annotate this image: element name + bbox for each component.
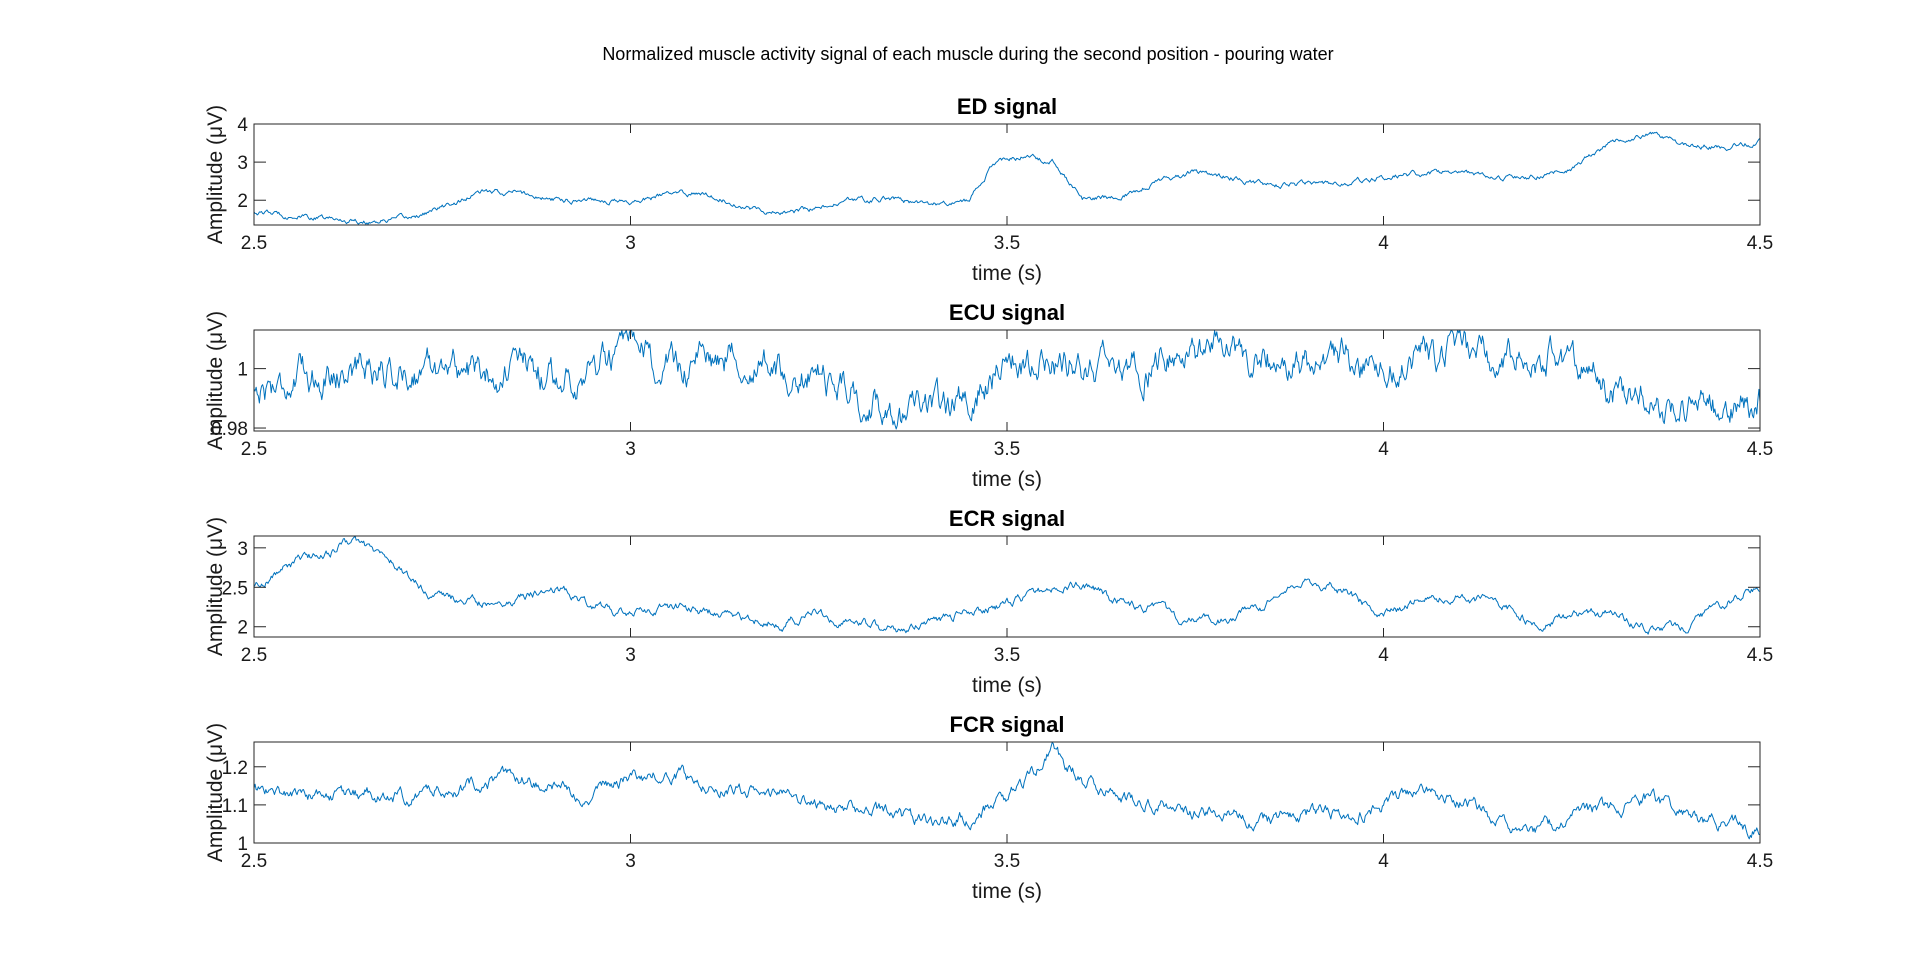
x-tick-label: 4 [1378,439,1389,460]
signal-line [253,741,1760,840]
y-tick-label: 1.2 [222,758,248,779]
x-axis-label: time (s) [972,880,1042,903]
x-tick-label: 2.5 [241,439,267,460]
x-axis-label: time (s) [972,674,1042,697]
subplot-title: FCR signal [950,712,1065,737]
x-tick-label: 4.5 [1747,439,1773,460]
y-tick-label: 1 [237,360,248,381]
x-tick-label: 4.5 [1747,851,1773,872]
subplot-ed: ED signal 2.5 3 3.5 4 4.5 2 3 4 time (s) Amplitude… [204,94,1773,285]
x-tick-label: 3 [625,233,636,254]
x-tick-label: 3.5 [994,851,1020,872]
x-tick-label: 3 [625,851,636,872]
x-tick-label: 4.5 [1747,645,1773,666]
y-tick-label: 0.98 [211,419,248,440]
x-axis-label: time (s) [972,262,1042,285]
y-axis-label: Amplitude (μV) [204,105,227,244]
y-tick-label: 4 [237,115,248,136]
x-tick-label: 4.5 [1747,233,1773,254]
subplot-title: ED signal [957,94,1057,119]
subplot-ecr: ECR signal 2.5 3 3.5 4 4.5 2 2.5 3 time (s) Amplit… [204,506,1773,697]
y-axis-label: Amplitude (μV) [204,517,227,656]
y-tick-label: 2.5 [222,578,248,599]
x-tick-label: 3.5 [994,233,1020,254]
y-tick-label: 3 [237,539,248,560]
y-tick-label: 1 [237,834,248,855]
y-tick-label: 3 [237,153,248,174]
x-tick-label: 2.5 [241,233,267,254]
x-tick-label: 3 [625,439,636,460]
figure-suptitle: Normalized muscle activity signal of eac… [602,44,1333,64]
subplot-ecu: ECU signal 2.5 3 3.5 4 4.5 0.98 1 time (s) Amplit… [204,300,1773,491]
subplot-title: ECU signal [949,300,1065,325]
signal-line [253,329,1761,430]
signal-line [253,535,1761,635]
x-tick-label: 3.5 [994,645,1020,666]
x-tick-label: 2.5 [241,645,267,666]
x-tick-label: 3 [625,645,636,666]
signal-line [253,131,1761,225]
x-tick-label: 2.5 [241,851,267,872]
y-tick-label: 1.1 [222,796,248,817]
y-axis-label: Amplitude (μV) [204,311,227,450]
subplot-title: ECR signal [949,506,1065,531]
y-tick-label: 2 [237,618,248,639]
x-tick-label: 3.5 [994,439,1020,460]
subplot-fcr: FCR signal 2.5 3 3.5 4 4.5 1 1.1 1.2 time (s) Ampl… [204,712,1773,903]
y-tick-label: 2 [237,191,248,212]
x-tick-label: 4 [1378,851,1389,872]
x-axis-label: time (s) [972,468,1042,491]
x-tick-label: 4 [1378,233,1389,254]
x-tick-label: 4 [1378,645,1389,666]
y-axis-label: Amplitude (μV) [204,723,227,862]
